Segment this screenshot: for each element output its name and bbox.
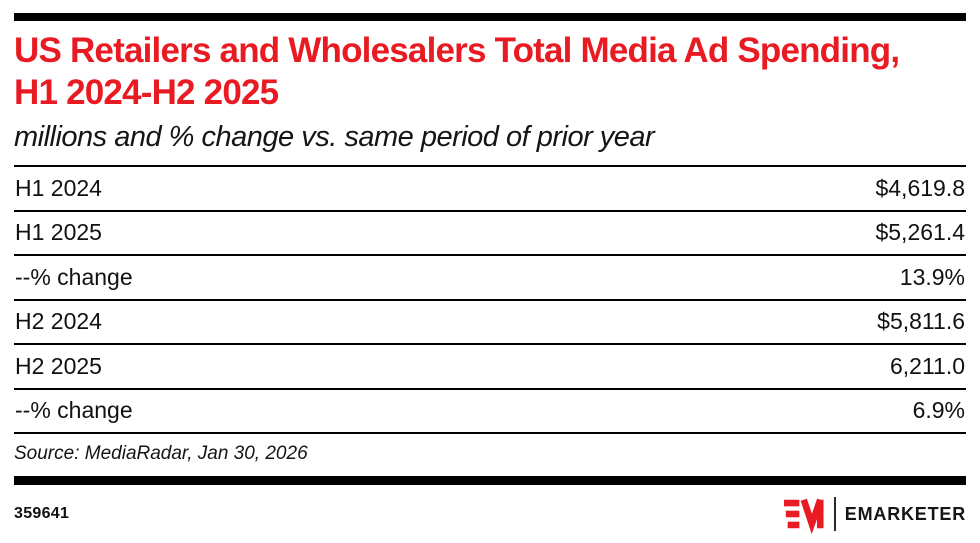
logo-divider [833, 497, 836, 531]
table-row: H1 2025 $5,261.4 [14, 212, 966, 256]
table-row: --% change 6.9% [14, 390, 966, 434]
row-label: H2 2024 [15, 308, 102, 335]
row-label: H2 2025 [15, 352, 102, 379]
table-row: H2 2024 $5,811.6 [14, 301, 966, 345]
row-label: --% change [15, 263, 133, 290]
row-value: 6,211.0 [889, 352, 965, 379]
footer: 359641 EMARKETER [14, 494, 966, 535]
row-value: $5,261.4 [875, 219, 965, 246]
source-attribution: Source: MediaRadar, Jan 30, 2026 [14, 443, 308, 464]
row-label: H1 2024 [15, 174, 102, 201]
chart-subtitle: millions and % change vs. same period of… [14, 121, 655, 153]
row-value: $5,811.6 [877, 308, 965, 335]
bottom-divider-bar [14, 476, 966, 485]
top-divider-bar [14, 13, 966, 21]
chart-id: 359641 [14, 505, 70, 522]
row-value: $4,619.8 [875, 174, 965, 201]
table-row: H1 2024 $4,619.8 [14, 167, 966, 212]
data-table: H1 2024 $4,619.8 H1 2025 $5,261.4 --% ch… [14, 165, 966, 434]
emarketer-logo: EMARKETER [783, 497, 966, 535]
table-row: H2 2025 6,211.0 [14, 345, 966, 390]
chart-title: US Retailers and Wholesalers Total Media… [14, 31, 900, 112]
table-row: --% change 13.9% [14, 256, 966, 301]
row-label: H1 2025 [15, 219, 102, 246]
row-label: --% change [15, 397, 133, 424]
row-value: 13.9% [899, 263, 965, 290]
emarketer-wordmark: EMARKETER [844, 503, 966, 524]
row-value: 6.9% [912, 397, 965, 424]
emarketer-em-mark-icon [783, 498, 824, 535]
